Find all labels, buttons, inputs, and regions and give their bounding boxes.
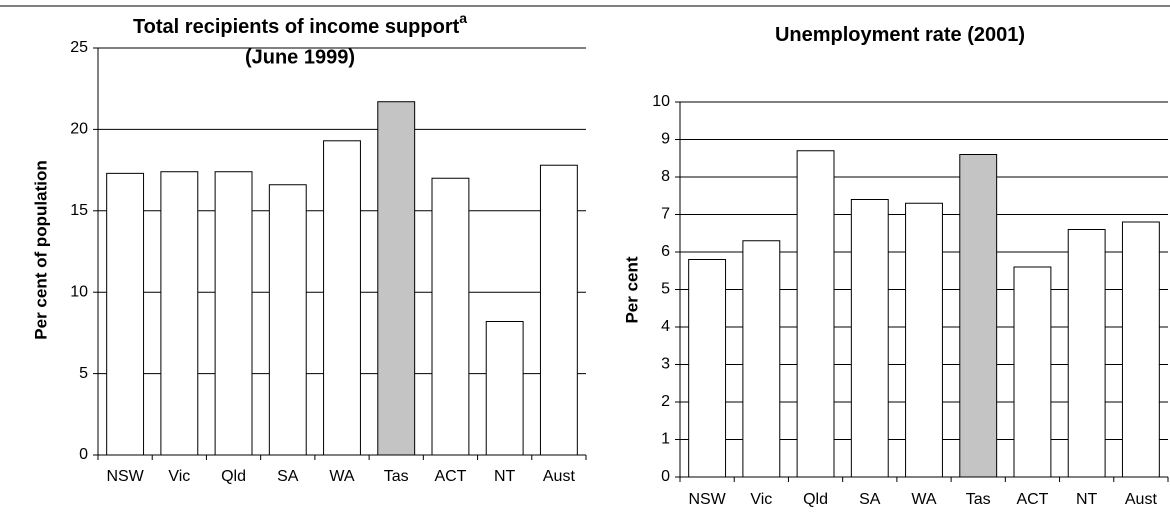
- bar: [742, 240, 781, 478]
- bar: [1121, 221, 1160, 478]
- y-tick-label: 10: [70, 283, 88, 300]
- y-tick-label: 8: [661, 168, 670, 185]
- y-tick-label: 0: [79, 446, 88, 463]
- bar: [905, 202, 943, 478]
- bar: [160, 171, 199, 456]
- bar: [323, 140, 361, 456]
- x-tick-label: Vic: [750, 491, 772, 508]
- chart-title-text: Unemployment rate (2001): [775, 24, 1025, 46]
- y-axis-title: Per cent of population: [31, 160, 50, 339]
- x-tick-label: NT: [494, 468, 516, 485]
- x-tick-label: Qld: [803, 491, 828, 508]
- bar: [1067, 229, 1106, 478]
- y-axis-title: Per cent: [622, 256, 641, 323]
- x-tick-label: WA: [329, 468, 355, 485]
- x-tick-label: SA: [859, 491, 881, 508]
- bar: [688, 259, 727, 478]
- x-tick-label: Vic: [168, 468, 190, 485]
- y-tick-label: 0: [661, 468, 670, 485]
- x-tick-label: ACT: [434, 468, 466, 485]
- y-tick-label: 6: [661, 243, 670, 260]
- bar: [268, 184, 307, 456]
- y-tick-label: 10: [652, 93, 670, 110]
- chart-title-text: Total recipients of income support: [133, 16, 460, 38]
- x-tick-label: NT: [1076, 491, 1098, 508]
- x-tick-label: WA: [911, 491, 937, 508]
- y-tick-label: 9: [661, 131, 670, 148]
- bar: [485, 321, 524, 456]
- chart-subtitle: (June 1999): [245, 46, 355, 68]
- y-tick-label: 25: [70, 39, 88, 56]
- bar: [431, 177, 470, 456]
- x-tick-label: Aust: [543, 468, 576, 485]
- x-tick-label: Tas: [384, 468, 409, 485]
- bar: [796, 150, 835, 478]
- chart-title: Unemployment rate (2001): [775, 24, 1025, 46]
- bar: [1013, 266, 1052, 478]
- bar: [959, 154, 998, 478]
- x-tick-label: NSW: [106, 468, 144, 485]
- x-tick-label: NSW: [688, 491, 726, 508]
- bar: [539, 164, 578, 456]
- x-tick-label: Tas: [966, 491, 991, 508]
- y-tick-label: 15: [70, 202, 88, 219]
- bar: [214, 171, 253, 456]
- y-tick-label: 2: [661, 393, 670, 410]
- x-tick-label: Aust: [1125, 491, 1158, 508]
- x-tick-label: SA: [277, 468, 299, 485]
- y-tick-label: 7: [661, 206, 670, 223]
- x-tick-label: Qld: [221, 468, 246, 485]
- y-tick-label: 20: [70, 121, 88, 138]
- y-tick-label: 5: [79, 365, 88, 382]
- chart-title: Total recipients of income supporta: [133, 10, 467, 39]
- y-tick-label: 1: [661, 431, 670, 448]
- y-tick-label: 3: [661, 356, 670, 373]
- y-tick-label: 5: [661, 281, 670, 298]
- bar: [377, 101, 416, 456]
- bar: [850, 199, 889, 478]
- chart-title-superscript: a: [459, 10, 467, 26]
- y-tick-label: 4: [661, 318, 670, 335]
- x-tick-label: ACT: [1016, 491, 1048, 508]
- bar: [106, 172, 145, 456]
